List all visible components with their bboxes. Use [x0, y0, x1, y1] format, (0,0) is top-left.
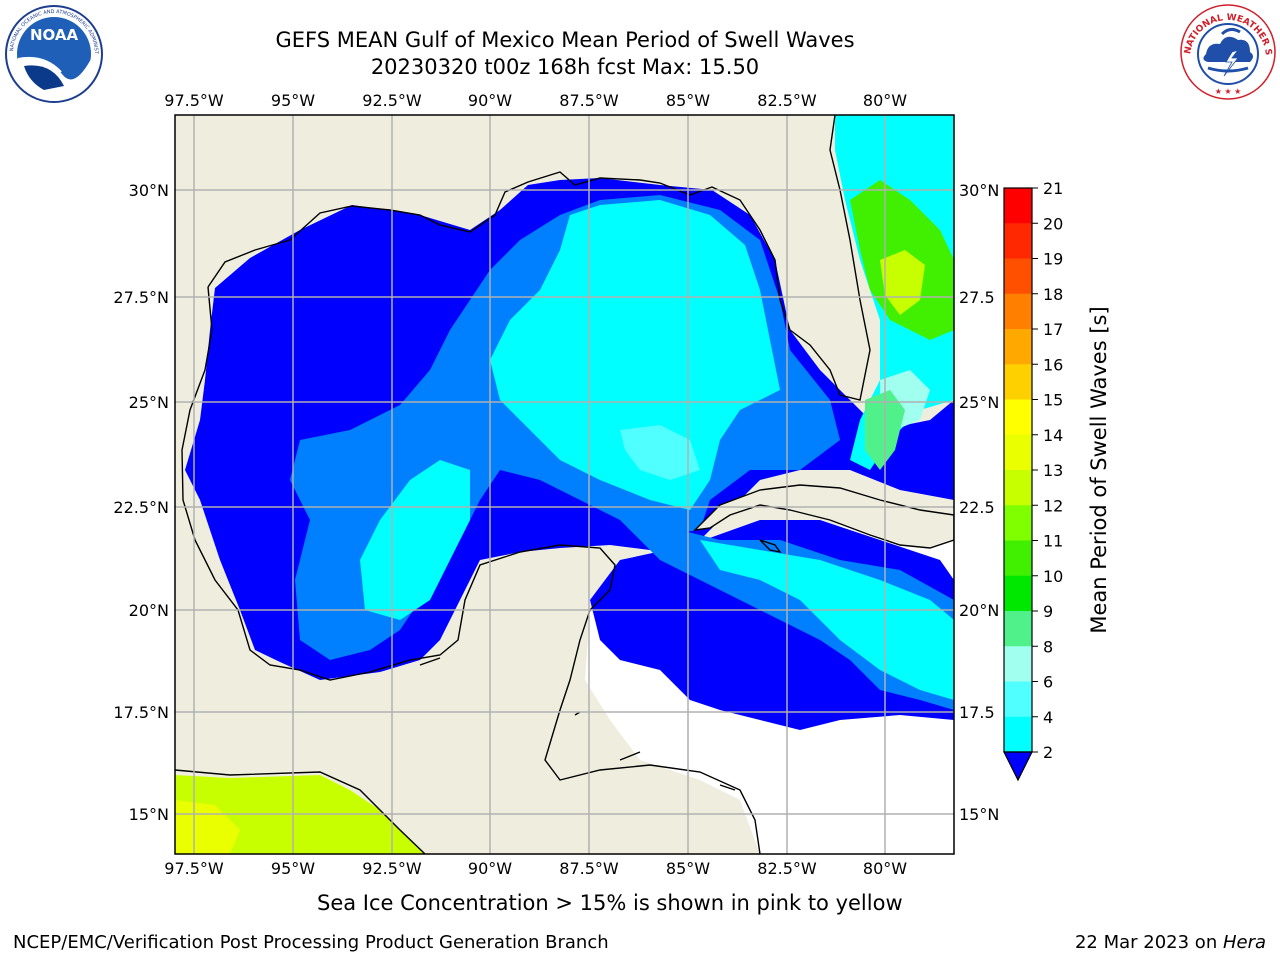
swell-caribbean-6-8s [700, 540, 954, 700]
lon-tick-label: 97.5°W [164, 859, 224, 878]
colorbar-extend-arrow [1003, 751, 1033, 782]
colorbar-segment [1004, 399, 1032, 436]
lon-tick-label: 95°W [271, 859, 315, 878]
lon-tick-label: 85°W [666, 859, 710, 878]
lat-tick-label: 15°N [129, 805, 169, 824]
map-title: GEFS MEAN Gulf of Mexico Mean Period of … [275, 28, 855, 52]
lat-tick-label: 22.5°N [113, 498, 169, 517]
colorbar-tick-label: 14 [1043, 426, 1063, 445]
lon-tick-label: 85°W [666, 91, 710, 110]
lat-tick-label: 27.5 [959, 288, 995, 307]
pacific-coastline [175, 769, 426, 854]
lon-tick-label: 90°W [468, 91, 512, 110]
map-frame [174, 114, 955, 855]
colorbar-segment [1004, 223, 1032, 259]
lat-tick-label: 25°N [129, 393, 169, 412]
lat-tick-label: 17.5 [959, 703, 995, 722]
colorbar-segment [1004, 258, 1032, 295]
colorbar-segment [1004, 188, 1032, 224]
colorbar-segment [1004, 646, 1032, 682]
colorbar-segment [1004, 540, 1032, 577]
colorbar-segment [1004, 681, 1032, 718]
lon-tick-label: 95°W [271, 91, 315, 110]
mexico-coastline [181, 286, 761, 854]
colorbar-tick-label: 13 [1043, 461, 1063, 480]
colorbar-segment [1004, 329, 1032, 365]
lon-tick-label: 87.5°W [559, 859, 619, 878]
lon-tick-label: 82.5°W [757, 91, 817, 110]
colorbar-tick-label: 4 [1043, 708, 1053, 727]
noaa-logo: NOAA NATIONAL OCEANIC AND ATMOSPHERIC AD… [4, 4, 103, 103]
lat-tick-label: 30°N [129, 181, 169, 200]
islands [419, 539, 782, 791]
lat-tick-label: 30°N [959, 181, 999, 200]
colorbar-segment [1004, 505, 1032, 541]
credit-organization: NCEP/EMC/Verification Post Processing Pr… [13, 932, 609, 953]
lon-tick-label: 80°W [863, 91, 907, 110]
swell-6-8s [490, 200, 780, 510]
lon-tick-label: 87.5°W [559, 91, 619, 110]
colorbar-segment [1004, 611, 1032, 647]
colorbar-tick-label: 2 [1043, 743, 1053, 762]
colorbar-segment [1004, 364, 1032, 400]
lon-tick-label: 92.5°W [362, 91, 422, 110]
lon-ticks-bottom: 97.5°W 95°W 92.5°W 90°W 87.5°W 85°W 82.5… [164, 859, 907, 878]
nws-logo: NATIONAL WEATHER SERVICE ★ ★ ★ [1178, 2, 1276, 100]
colorbar-tick-label: 19 [1043, 250, 1063, 269]
colorbar-tick-label: 16 [1043, 355, 1063, 374]
noaa-logo-text: NOAA [30, 26, 79, 44]
lon-tick-label: 90°W [468, 859, 512, 878]
colorbar-segment [1004, 434, 1032, 471]
credit-date: 22 Mar 2023 on Hera [1075, 932, 1266, 953]
svg-text:★ ★ ★: ★ ★ ★ [1215, 87, 1242, 96]
swell-west-6-8s [360, 460, 470, 620]
credit-host: Hera [1222, 932, 1266, 953]
graticule [175, 115, 954, 854]
gulf-coastline [207, 115, 871, 401]
colorbar-tick-label: 10 [1043, 567, 1063, 586]
colorbar-tick-label: 18 [1043, 285, 1063, 304]
colorbar-tick-label: 15 [1043, 391, 1063, 410]
colorbar-tick-label: 8 [1043, 637, 1053, 656]
colorbar-tick-label: 12 [1043, 496, 1063, 515]
colorbar-tick-label: 6 [1043, 673, 1053, 692]
colorbar-segment [1004, 716, 1032, 753]
lon-tick-label: 80°W [863, 859, 907, 878]
colorbar-segment [1004, 293, 1032, 330]
colorbar-tick-label: 9 [1043, 602, 1053, 621]
map-plot-area [175, 115, 954, 854]
lat-tick-label: 20°N [959, 601, 999, 620]
lat-tick-label: 25°N [959, 393, 999, 412]
lon-tick-label: 92.5°W [362, 859, 422, 878]
map-subtitle: 20230320 t00z 168h fcst Max: 15.50 [370, 55, 760, 79]
lat-tick-label: 22.5 [959, 498, 995, 517]
lat-tick-label: 15°N [959, 805, 999, 824]
lat-ticks-left: 30°N 27.5°N 25°N 22.5°N 20°N 17.5°N 15°N [113, 181, 169, 824]
colorbar-tick-label: 21 [1043, 179, 1063, 198]
lon-tick-label: 97.5°W [164, 91, 224, 110]
colorbar-tick-label: 17 [1043, 320, 1063, 339]
colorbar-segment [1004, 470, 1032, 506]
colorbar-tick-label: 11 [1043, 532, 1063, 551]
lon-ticks-top: 97.5°W 95°W 92.5°W 90°W 87.5°W 85°W 82.5… [164, 91, 907, 110]
colorbar: 21 20 19 18 17 16 15 14 13 12 11 10 9 8 6 4 2 [1003, 179, 1063, 782]
swell-8-9s [620, 425, 700, 480]
colorbar-label: Mean Period of Swell Waves [s] [1087, 306, 1111, 633]
lat-tick-label: 20°N [129, 601, 169, 620]
lon-tick-label: 82.5°W [757, 859, 817, 878]
swell-12-13s [880, 250, 925, 315]
footnote: Sea Ice Concentration > 15% is shown in … [317, 891, 903, 915]
lat-tick-label: 27.5°N [113, 288, 169, 307]
credit-date-text: 22 Mar 2023 on [1074, 932, 1223, 953]
lat-ticks-right: 30°N 27.5 25°N 22.5 20°N 17.5 15°N [959, 181, 999, 824]
lat-tick-label: 17.5°N [113, 703, 169, 722]
colorbar-segment [1004, 575, 1032, 612]
colorbar-tick-label: 20 [1043, 214, 1063, 233]
